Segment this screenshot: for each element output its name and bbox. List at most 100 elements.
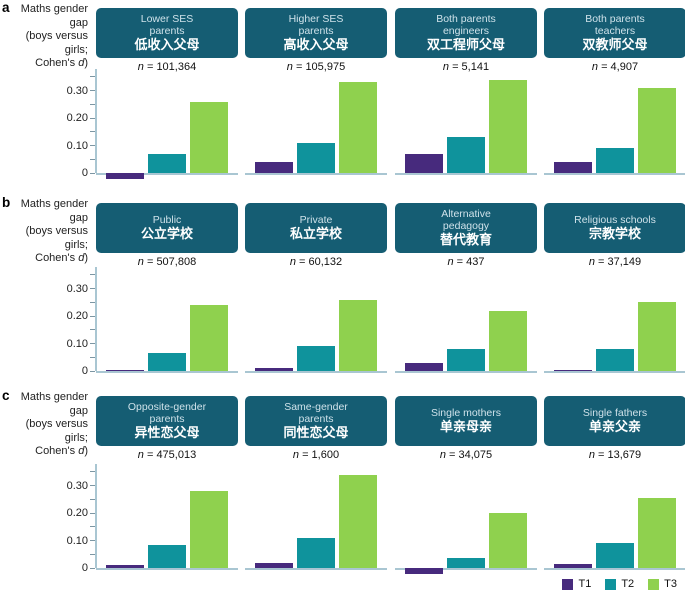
bar-t1 (106, 565, 144, 568)
zero-line (245, 371, 387, 373)
subpanel-b1: Public 公立学校 n = 507,808 (96, 195, 238, 388)
sample-size-n: n (588, 256, 595, 268)
bar-t2 (297, 537, 335, 568)
sample-size-label: n = 4,907 (544, 61, 685, 75)
panel-b: b Maths gender gap (boys versus girls; Cohen… (0, 195, 685, 388)
y-axis-tick-label: 0.20 (66, 507, 88, 519)
category-label-en: Single mothers (430, 407, 502, 419)
bar-t2 (596, 543, 634, 568)
panel-letter-b: b (2, 195, 11, 210)
sample-size-value: = 1,600 (299, 449, 340, 461)
sample-size-label: n = 475,013 (96, 449, 238, 463)
bar-t1 (405, 362, 443, 371)
sample-size-n: n (447, 256, 454, 268)
sample-size-value: = 507,808 (143, 256, 197, 268)
category-label-zh: 私立学校 (289, 226, 342, 241)
bar-t3 (190, 101, 228, 173)
y-axis-tick (90, 540, 95, 542)
category-label-en: Both parents engineers (436, 13, 496, 37)
sample-size-value: = 5,141 (449, 61, 490, 73)
sample-size-label: n = 37,149 (544, 256, 685, 270)
sample-size-label: n = 5,141 (395, 61, 537, 75)
bar-t1 (106, 173, 144, 179)
italic-d: d (78, 445, 85, 457)
y-axis-tick-label: 0.30 (66, 282, 88, 295)
y-axis-tick (90, 343, 95, 345)
y-axis-line (95, 69, 97, 173)
y-axis-tick-label: 0 (81, 167, 88, 179)
y-axis-title-line: (boys versus girls; (25, 30, 88, 56)
legend-swatch-icon (648, 578, 660, 590)
bar-t2 (447, 137, 485, 173)
y-axis-tick (90, 103, 95, 105)
y-axis-title-line: gap (69, 16, 88, 29)
category-label-zh: 高收入父母 (283, 37, 349, 52)
category-label-zh: 低收入父母 (134, 37, 200, 52)
y-axis-tick (90, 145, 95, 147)
y-axis-tick-label: 0.30 (66, 479, 88, 492)
y-axis-title-text: ) (84, 252, 88, 264)
panel-letter-a: a (2, 0, 10, 15)
bar-t3 (489, 79, 527, 173)
y-axis-title: Maths gender gap (boys versus girls; Cohen'… (0, 391, 88, 459)
sample-size-value: = 475,013 (143, 449, 197, 461)
bar-t3 (339, 474, 377, 568)
subpanel-c4: Single fathers 单亲父亲 n = 13,679 (544, 388, 685, 572)
category-label-en: Private (299, 214, 333, 226)
y-axis-tick (90, 526, 95, 528)
category-header: Lower SES parents 低收入父母 (96, 8, 238, 58)
category-label-en: Higher SES parents (288, 13, 344, 37)
sample-size-value: = 437 (453, 256, 485, 268)
y-axis-tick (90, 512, 95, 514)
y-axis-tick (90, 370, 95, 372)
category-label-en: Alternative pedagogy (441, 208, 491, 232)
y-axis-tick (90, 315, 95, 317)
y-axis-tick (90, 90, 95, 92)
y-axis-tick (90, 498, 95, 500)
zero-line (395, 371, 537, 373)
bar-t3 (190, 305, 228, 371)
legend-label: T1 (578, 578, 592, 590)
y-axis-tick (90, 76, 95, 78)
y-axis-tick-label: 0.20 (66, 112, 88, 124)
sample-size-n: n (289, 256, 296, 268)
bar-t3 (190, 491, 228, 568)
category-label-en: Same-gender parents (284, 401, 348, 425)
bar-t2 (596, 349, 634, 371)
y-axis-tick (90, 567, 95, 569)
sample-size-n: n (588, 449, 595, 461)
subpanel-c1: Opposite-gender parents 异性恋父母 n = 475,013 (96, 388, 238, 572)
y-axis-title-text: Cohen's (35, 57, 79, 69)
italic-d: d (78, 252, 85, 264)
sample-size-value: = 60,132 (295, 256, 343, 268)
y-axis-tick-label: 0.20 (66, 310, 88, 322)
y-axis-tick (90, 131, 95, 133)
panel-c: c Maths gender gap (boys versus girls; Cohen… (0, 388, 685, 574)
sample-size-label: n = 34,075 (395, 449, 537, 463)
legend: T1 T2 T3 (562, 576, 677, 592)
italic-d: d (78, 57, 85, 69)
panel-letter-c: c (2, 388, 10, 403)
category-header: Alternative pedagogy 替代教育 (395, 203, 537, 253)
y-axis-title-line: gap (69, 404, 88, 417)
y-axis-tick-label: 0.30 (66, 84, 88, 97)
category-header: Both parents teachers 双教师父母 (544, 8, 685, 58)
y-axis-tick (90, 288, 95, 290)
zero-line (395, 173, 537, 175)
bar-t2 (148, 353, 186, 371)
legend-item-t1: T1 (562, 578, 591, 590)
subpanel-a3: Both parents engineers 双工程师父母 n = 5,141 (395, 0, 537, 195)
y-axis-title: Maths gender gap (boys versus girls; Cohen'… (0, 198, 88, 266)
subpanel-a2: Higher SES parents 高收入父母 n = 105,975 (245, 0, 387, 195)
y-axis-tick (90, 172, 95, 174)
category-header: Public 公立学校 (96, 203, 238, 253)
category-label-en: Single fathers (582, 407, 648, 419)
bar-t3 (339, 82, 377, 173)
zero-line (96, 173, 238, 175)
subpanel-c2: Same-gender parents 同性恋父母 n = 1,600 (245, 388, 387, 572)
zero-line (544, 371, 685, 373)
y-axis-title-line: Maths gender (20, 3, 88, 15)
category-header: Opposite-gender parents 异性恋父母 (96, 396, 238, 446)
bar-t3 (489, 513, 527, 568)
